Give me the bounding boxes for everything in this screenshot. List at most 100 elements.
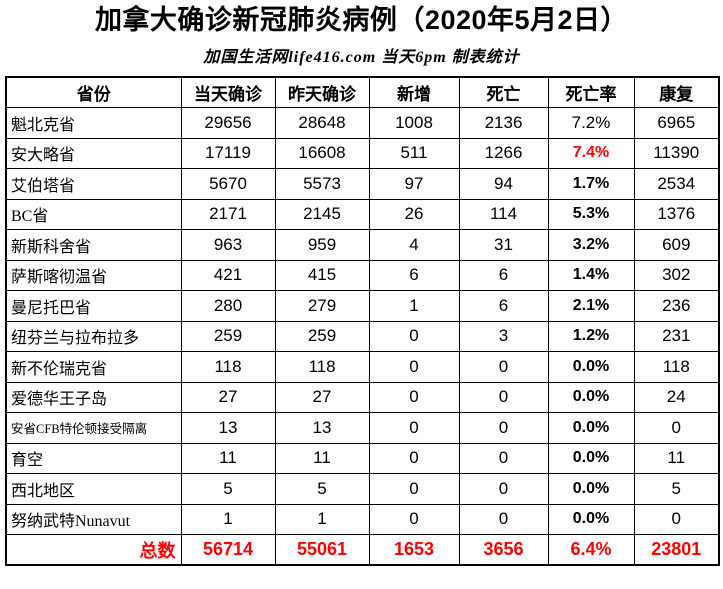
page-subtitle: 加国生活网life416.com 当天6pm 制表统计 [203,49,520,66]
table-row: 育空 11 11 0 0 0.0% 11 [5,442,720,474]
cell-death-rate: 0.0% [547,412,635,444]
cell-death-rate: 7.2% [547,107,635,139]
cell-province: 爱德华王子岛 [5,381,182,413]
cell-today: 421 [180,259,276,291]
cell-yesterday: 28648 [274,107,370,139]
cell-today: 27 [180,381,276,413]
cell-recovered: 2534 [633,168,720,200]
cell-recovered: 11390 [633,137,720,169]
cell-province: 魁北克省 [5,107,182,139]
cell-added: 4 [368,229,460,261]
cell-province: 育空 [5,442,182,474]
cell-death-rate: 2.1% [547,290,635,322]
cell-total-death_rate: 6.4% [547,534,635,566]
cell-yesterday: 5573 [274,168,370,200]
cell-deaths: 6 [458,259,549,291]
cell-added: 6 [368,259,460,291]
cell-death-rate: 0.0% [547,503,635,535]
cell-province: 新不伦瑞克省 [5,351,182,383]
cell-recovered: 24 [633,381,720,413]
page-title: 加拿大确诊新冠肺炎病例（2020年5月2日） [94,5,629,35]
column-header-0: 省份 [5,76,182,108]
cell-yesterday: 11 [274,442,370,474]
cell-added: 0 [368,473,460,505]
cell-death-rate: 0.0% [547,381,635,413]
column-header-1: 当天确诊 [180,76,276,108]
cell-today: 2171 [180,198,276,230]
cell-recovered: 0 [633,503,720,535]
cell-deaths: 3 [458,320,549,352]
table-row: 爱德华王子岛 27 27 0 0 0.0% 24 [5,381,720,413]
cell-deaths: 94 [458,168,549,200]
column-header-2: 昨天确诊 [274,76,370,108]
cell-today: 11 [180,442,276,474]
cell-deaths: 114 [458,198,549,230]
cell-deaths: 6 [458,290,549,322]
cell-province: BC省 [5,198,182,230]
cell-death-rate: 7.4% [547,137,635,169]
cell-today: 5670 [180,168,276,200]
cell-death-rate: 0.0% [547,442,635,474]
cell-added: 26 [368,198,460,230]
cell-death-rate: 0.0% [547,351,635,383]
cell-recovered: 5 [633,473,720,505]
table-row: 魁北克省 29656 28648 1008 2136 7.2% 6965 [5,107,720,139]
cell-added: 1 [368,290,460,322]
cell-yesterday: 5 [274,473,370,505]
cell-yesterday: 259 [274,320,370,352]
cell-today: 17119 [180,137,276,169]
cell-today: 5 [180,473,276,505]
cell-deaths: 0 [458,442,549,474]
cell-recovered: 231 [633,320,720,352]
table-row: 安省CFB特伦顿接受隔离 13 13 0 0 0.0% 0 [5,412,720,444]
cell-recovered: 118 [633,351,720,383]
cell-province: 安大略省 [5,137,182,169]
column-header-6: 康复 [633,76,720,108]
cell-added: 1008 [368,107,460,139]
cell-death-rate: 0.0% [547,473,635,505]
cell-recovered: 302 [633,259,720,291]
cell-yesterday: 1 [274,503,370,535]
cell-recovered: 236 [633,290,720,322]
cell-death-rate: 3.2% [547,229,635,261]
cell-yesterday: 2145 [274,198,370,230]
cell-yesterday: 27 [274,381,370,413]
cell-total-recovered: 23801 [633,534,720,566]
cell-total-label: 总数 [5,534,182,566]
cell-death-rate: 1.7% [547,168,635,200]
table-row: 西北地区 5 5 0 0 0.0% 5 [5,473,720,505]
cell-deaths: 0 [458,503,549,535]
cell-today: 1 [180,503,276,535]
cell-province: 西北地区 [5,473,182,505]
cell-deaths: 0 [458,381,549,413]
table-row: 努纳武特Nunavut 1 1 0 0 0.0% 0 [5,503,720,535]
cell-yesterday: 415 [274,259,370,291]
cell-deaths: 0 [458,412,549,444]
cell-total-yesterday: 55061 [274,534,370,566]
cell-added: 97 [368,168,460,200]
cell-province: 纽芬兰与拉布拉多 [5,320,182,352]
cell-province: 新斯科舍省 [5,229,182,261]
cell-recovered: 0 [633,412,720,444]
cell-today: 13 [180,412,276,444]
cell-added: 511 [368,137,460,169]
cell-yesterday: 16608 [274,137,370,169]
column-header-3: 新增 [368,76,460,108]
table-row: BC省 2171 2145 26 114 5.3% 1376 [5,198,720,230]
cell-death-rate: 5.3% [547,198,635,230]
cell-province: 曼尼托巴省 [5,290,182,322]
cell-deaths: 1266 [458,137,549,169]
covid-stats-table: 省份 当天确诊 昨天确诊 新增 死亡 死亡率 康复 魁北克省 29656 28648 1008 21… [5,76,720,566]
cell-province: 艾伯塔省 [5,168,182,200]
cell-today: 259 [180,320,276,352]
cell-yesterday: 959 [274,229,370,261]
cell-yesterday: 279 [274,290,370,322]
cell-recovered: 11 [633,442,720,474]
column-header-4: 死亡 [458,76,549,108]
table-row: 新斯科舍省 963 959 4 31 3.2% 609 [5,229,720,261]
header-row: 省份 当天确诊 昨天确诊 新增 死亡 死亡率 康复 [5,76,720,108]
cell-deaths: 0 [458,351,549,383]
cell-yesterday: 13 [274,412,370,444]
cell-today: 118 [180,351,276,383]
cell-deaths: 31 [458,229,549,261]
